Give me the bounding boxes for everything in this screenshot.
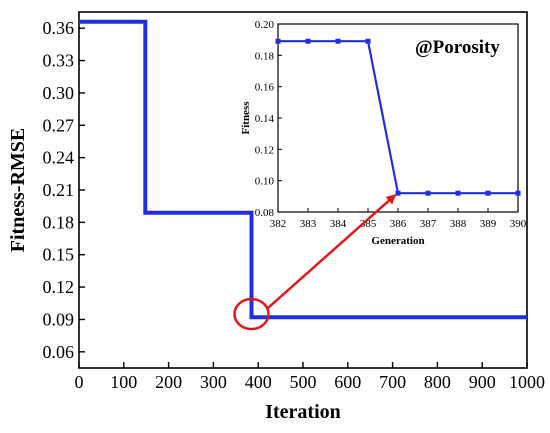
main-x-ticks: 0 100 200 300 400 500 600 700 800 900 1000 bbox=[75, 362, 545, 392]
inset-x-tick-label: 388 bbox=[450, 218, 467, 230]
main-x-axis-title: Iteration bbox=[265, 401, 341, 423]
main-y-tick-label: 0.36 bbox=[43, 18, 75, 38]
main-y-tick-label: 0.15 bbox=[43, 245, 75, 265]
main-y-tick-label: 0.12 bbox=[43, 277, 75, 297]
annotations bbox=[233, 194, 397, 331]
inset-y-tick-label: 0.14 bbox=[255, 113, 275, 125]
inset-y-tick-label: 0.16 bbox=[255, 82, 275, 94]
inset-series-point bbox=[305, 38, 311, 44]
main-series-line bbox=[79, 19, 527, 320]
inset-x-tick-label: 389 bbox=[480, 218, 497, 230]
main-x-tick-label: 0 bbox=[75, 372, 84, 392]
inset-series-point bbox=[515, 190, 521, 196]
inset-x-axis-title: Generation bbox=[371, 235, 424, 247]
main-y-axis-title: Fitness-RMSE bbox=[7, 128, 29, 252]
main-y-tick-label: 0.27 bbox=[43, 115, 75, 135]
main-plot: 0.06 0.09 0.12 0.15 0.18 0.21 0.24 0.27 0.30 0.33… bbox=[7, 11, 545, 423]
main-y-tick-label: 0.24 bbox=[43, 148, 75, 168]
main-x-tick-label: 300 bbox=[200, 372, 227, 392]
main-series bbox=[79, 19, 527, 320]
main-y-tick-label: 0.30 bbox=[43, 83, 75, 103]
main-x-tick-label: 600 bbox=[334, 372, 361, 392]
main-x-tick-label: 200 bbox=[155, 372, 182, 392]
inset-series-point bbox=[425, 190, 431, 196]
main-y-tick-label: 0.33 bbox=[43, 51, 75, 71]
inset-y-tick-label: 0.08 bbox=[255, 207, 275, 219]
inset-x-tick-label: 386 bbox=[390, 218, 407, 230]
inset-x-ticks: 382 383 384 385 386 387 388 389 390 bbox=[270, 208, 527, 230]
zoom-arrow bbox=[266, 194, 397, 310]
inset-x-tick-label: 387 bbox=[420, 218, 437, 230]
main-y-tick-label: 0.18 bbox=[43, 212, 75, 232]
main-y-tick-label: 0.06 bbox=[43, 342, 75, 362]
porosity-annotation: @Porosity bbox=[415, 37, 500, 58]
main-x-tick-label: 500 bbox=[290, 372, 317, 392]
inset-x-tick-label: 385 bbox=[360, 218, 377, 230]
main-x-tick-label: 1000 bbox=[509, 372, 545, 392]
inset-plot-frame bbox=[277, 23, 519, 213]
inset-x-tick-label: 382 bbox=[270, 218, 287, 230]
inset-x-tick-label: 384 bbox=[330, 218, 347, 230]
main-y-tick-label: 0.09 bbox=[43, 309, 75, 329]
inset-series-point bbox=[455, 190, 461, 196]
inset-y-axis-title: Fitness bbox=[240, 101, 252, 135]
inset-x-tick-label: 390 bbox=[510, 218, 527, 230]
inset-series-point bbox=[485, 190, 491, 196]
inset-y-tick-label: 0.10 bbox=[255, 176, 275, 188]
inset-y-tick-label: 0.20 bbox=[255, 19, 275, 31]
highlight-circle bbox=[233, 297, 270, 331]
main-x-tick-label: 800 bbox=[424, 372, 451, 392]
inset-y-ticks: 0.08 0.10 0.12 0.14 0.16 0.18 0.20 bbox=[255, 19, 282, 219]
inset-x-tick-label: 383 bbox=[300, 218, 317, 230]
inset-series-point bbox=[395, 190, 401, 196]
inset-series-point bbox=[335, 38, 341, 44]
inset-series-point bbox=[275, 38, 281, 44]
main-y-ticks: 0.06 0.09 0.12 0.15 0.18 0.21 0.24 0.27 0.30 0.33… bbox=[43, 18, 85, 362]
main-x-tick-label: 400 bbox=[245, 372, 272, 392]
main-x-tick-label: 100 bbox=[110, 372, 137, 392]
inset-plot: 0.080.100.120.140.160.180.20 382 383 384 38… bbox=[240, 19, 527, 247]
inset-y-tick-label: 0.18 bbox=[255, 50, 275, 62]
main-x-tick-label: 900 bbox=[469, 372, 496, 392]
inset-series bbox=[275, 38, 521, 196]
inset-series-point bbox=[365, 38, 371, 44]
main-x-tick-label: 700 bbox=[379, 372, 406, 392]
main-y-tick-label: 0.21 bbox=[43, 180, 75, 200]
inset-y-tick-label: 0.12 bbox=[255, 144, 274, 156]
